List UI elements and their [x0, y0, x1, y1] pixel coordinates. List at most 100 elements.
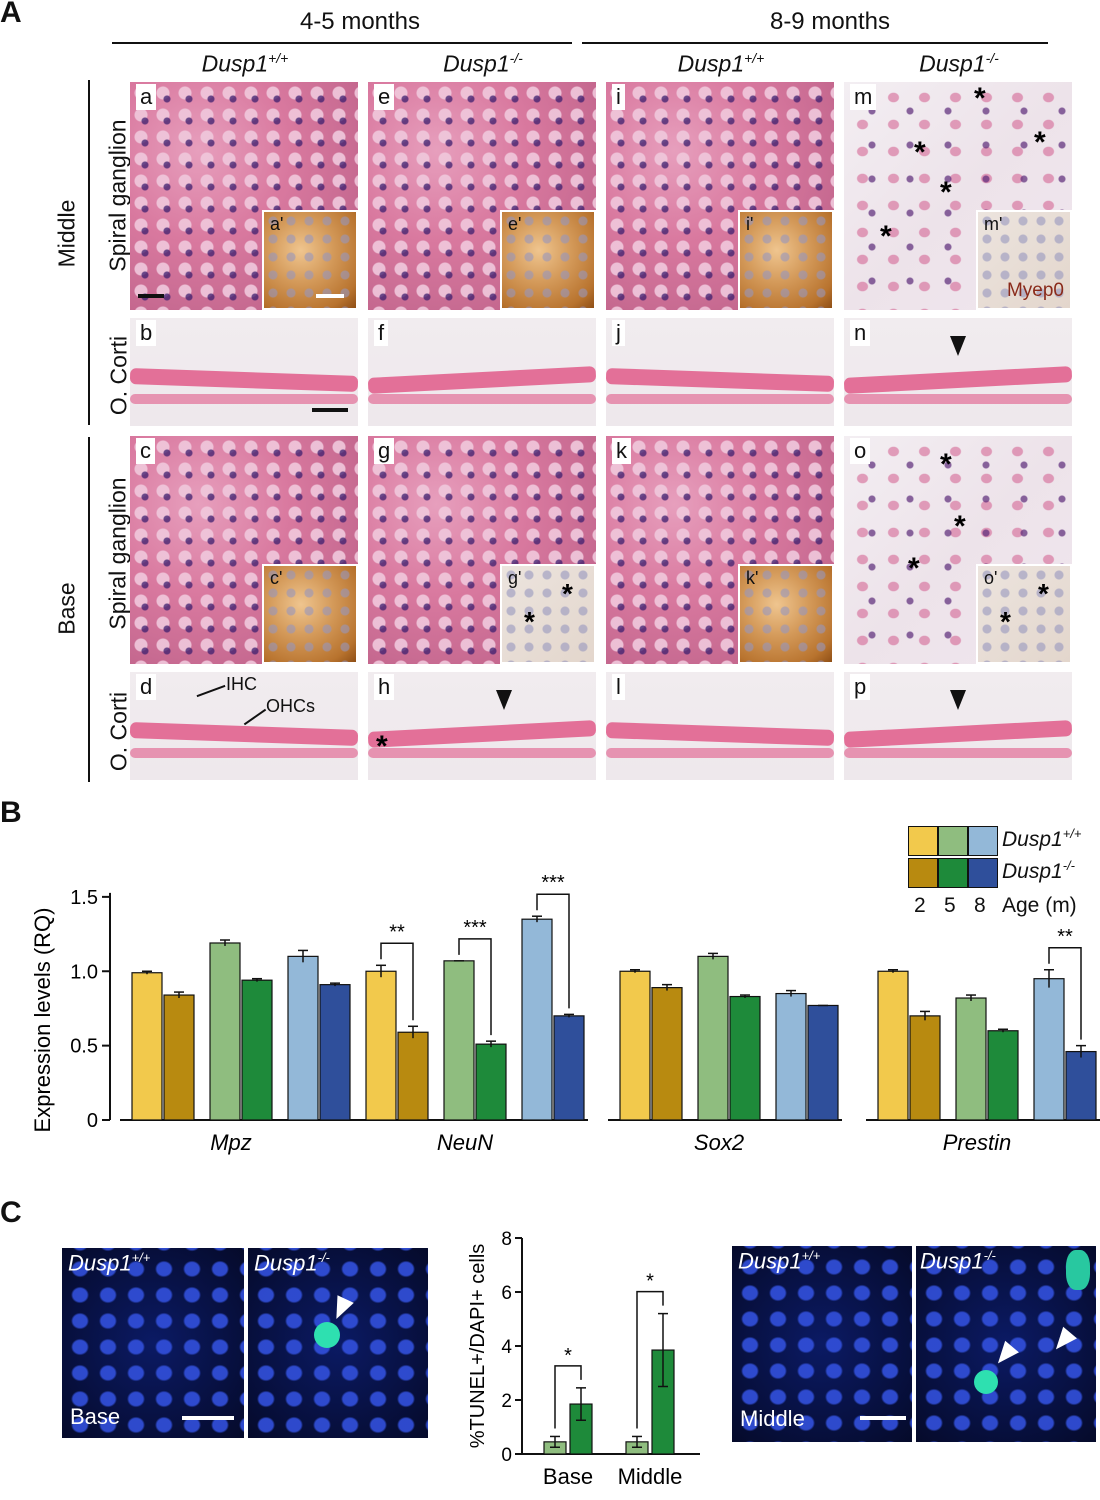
tunel-positive-cell-1: [974, 1370, 998, 1394]
chart-b-legend: Dusp1+/+ Dusp1-/- 2 5 8 Age (m): [900, 826, 1100, 926]
tile-letter: g: [374, 438, 395, 464]
bar: [877, 970, 909, 1121]
scale-bar-c-right: [860, 1416, 906, 1420]
tunel-chart: 0 2 4 6 8 %TUNEL+/DAPI+ cells Base * Middle *: [467, 1229, 700, 1489]
scale-bar: [312, 408, 348, 412]
asterisk-marker: *: [562, 578, 573, 609]
y-tick-label: 0: [87, 1110, 98, 1132]
category-label: Base: [543, 1464, 593, 1489]
y-axis-label: %TUNEL+/DAPI+ cells: [467, 1244, 489, 1449]
ohcs-label: OHCs: [266, 696, 315, 716]
organ-of-corti-image-1-2: j: [606, 318, 834, 426]
genotype-header-4: Dusp1-/-: [919, 50, 999, 77]
genotype-header-1: Dusp1+/+: [201, 50, 289, 77]
stain-label: Myep0: [1006, 280, 1064, 301]
significance-label: **: [1057, 926, 1073, 948]
y-tick-label: 0.5: [70, 1036, 98, 1058]
bar: [319, 984, 351, 1121]
asterisk-marker: *: [880, 220, 892, 253]
label-wt-base: Dusp1+/+: [68, 1250, 151, 1276]
tunel-positive-cell-2: [1066, 1250, 1090, 1290]
legend-swatch: [938, 858, 968, 888]
tunel-positive-cell: [314, 1322, 340, 1348]
asterisk-marker: *: [1034, 126, 1046, 159]
tile-letter: i: [612, 84, 625, 110]
tunel-image-base-ko: Dusp1-/-: [248, 1248, 428, 1438]
myelin-inset-image: g' * *: [500, 564, 596, 664]
arrowhead-icon: [496, 690, 512, 710]
expression-chart: 0 0.5 1.0 1.5 Expression levels (RQ) Mpz NeuN S…: [30, 872, 1100, 1155]
significance-bracket: [636, 1290, 664, 1429]
significance-label: **: [389, 921, 405, 943]
row-label-spiral-ganglion-middle: Spiral ganglion: [104, 119, 131, 272]
legend-age-label: Age (m): [1002, 894, 1077, 917]
legend-age: 2: [914, 894, 926, 917]
y-tick-label: 0: [501, 1445, 512, 1466]
myelin-inset-image: c': [262, 564, 358, 664]
significance-label: ***: [541, 872, 565, 894]
inset-letter: o': [984, 568, 998, 588]
tile-letter: e: [374, 84, 395, 110]
legend-genotype-label: Dusp1+/+: [1002, 826, 1082, 851]
bar: [909, 1015, 941, 1121]
age-header-8-9: 8-9 months: [769, 8, 891, 35]
organ-of-corti-image-3-2: l: [606, 672, 834, 780]
row-label-ocorti-base: O. Corti: [105, 691, 132, 772]
tile-letter: f: [374, 320, 389, 346]
asterisk-marker: *: [940, 176, 952, 209]
tunel-image-base-wt: Dusp1+/+ Base: [62, 1248, 244, 1438]
tile-letter: m: [850, 84, 877, 110]
ihc-pointer-line: [196, 684, 226, 698]
genotype-header-2: Dusp1-/-: [443, 50, 523, 77]
region-bracket-middle: [88, 80, 90, 425]
tile-letter: d: [136, 674, 157, 700]
significance-label: *: [646, 1271, 654, 1293]
spiral-ganglion-image-0-3: m m' Myep0 * * * * *: [844, 82, 1072, 310]
myelin-inset-image: o' * *: [976, 564, 1072, 664]
ohcs-pointer-line: [243, 708, 267, 726]
spiral-ganglion-image-0-0: a a': [130, 82, 358, 310]
legend-swatch: [908, 858, 938, 888]
organ-of-corti-image-1-3: n: [844, 318, 1072, 426]
asterisk-marker: *: [914, 136, 926, 169]
organ-of-corti-image-1-1: f: [368, 318, 596, 426]
tunel-image-middle-ko: Dusp1-/-: [916, 1246, 1096, 1442]
bar: [987, 1030, 1019, 1121]
age-header-4-5: 4-5 months: [299, 8, 421, 35]
bar: [619, 970, 651, 1121]
row-label-spiral-ganglion-base: Spiral ganglion: [104, 477, 131, 630]
bar: [241, 979, 273, 1121]
inset-letter: c': [270, 568, 283, 588]
category-label: Mpz: [210, 1130, 252, 1155]
spiral-ganglion-image-2-0: c c': [130, 436, 358, 664]
tile-letter: a: [136, 84, 157, 110]
myelin-inset-image: m' Myep0: [976, 210, 1072, 310]
significance-label: ***: [463, 917, 487, 939]
legend-genotype-label: Dusp1-/-: [1002, 858, 1075, 883]
bar: [1065, 1050, 1097, 1121]
significance-bracket: [380, 942, 414, 1021]
bar: [397, 1031, 429, 1121]
asterisk-marker: *: [908, 552, 920, 585]
bar: [131, 972, 163, 1121]
arrowhead-icon: [950, 690, 966, 710]
tile-letter: o: [850, 438, 871, 464]
inset-letter: i': [746, 214, 754, 234]
asterisk-marker: *: [940, 448, 952, 481]
inset-letter: m': [984, 214, 1003, 234]
legend-swatch: [938, 826, 968, 856]
label-ko-middle: Dusp1-/-: [920, 1248, 996, 1274]
significance-bracket: [536, 893, 570, 1009]
tile-letter: h: [374, 674, 395, 700]
bar: [287, 955, 319, 1121]
inset-letter: k': [746, 568, 759, 588]
myelin-inset-image: e': [500, 210, 596, 310]
tile-letter: p: [850, 674, 871, 700]
tile-letter: l: [612, 674, 625, 700]
significance-bracket: [1048, 947, 1082, 1040]
bar: [775, 992, 807, 1121]
age-underline-2: [582, 42, 1048, 44]
significance-bracket: [554, 1365, 582, 1429]
category-label: NeuN: [437, 1130, 493, 1155]
spiral-ganglion-image-2-1: g g' * *: [368, 436, 596, 664]
